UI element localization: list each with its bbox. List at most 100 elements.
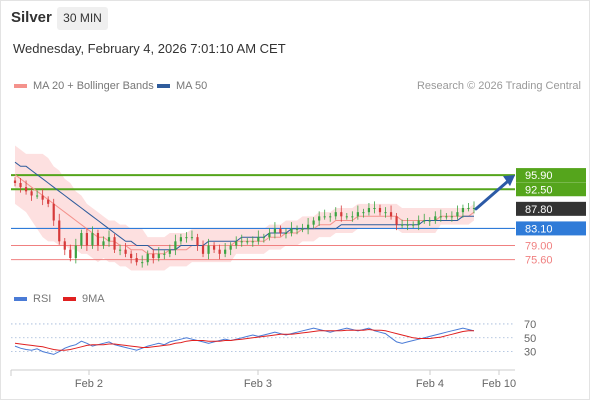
legend-ma50-swatch [157,84,170,88]
candle-body [373,208,376,209]
candle-body [284,233,288,234]
candle-body [312,220,315,225]
legend-rsi: RSI [14,293,51,305]
candle-body [235,241,238,246]
candle-body [378,208,382,213]
candle-body [30,191,33,196]
legend-9ma-swatch [63,297,76,301]
credit-text: Research © 2026 Trading Central [416,80,581,92]
rsi-line [14,327,475,355]
candle-body [146,253,149,263]
candle-body [218,249,221,254]
candle-body [179,237,183,242]
candle-body [268,233,271,238]
level-label-95-90: 95.90 [525,170,553,182]
projection-arrow-shaft [474,179,510,211]
candle-body [207,245,210,254]
candle-body [389,212,393,217]
candle-body [262,237,265,239]
candle-body [401,224,404,226]
candle-body [174,241,177,250]
candle-body [450,216,453,218]
chart-datetime: Wednesday, February 4, 2026 7:01:10 AM C… [13,41,286,56]
candle-body [356,212,359,217]
candle-body [135,258,138,263]
legend-9ma: 9MA [63,293,105,305]
level-label-75-60: 75.60 [525,255,553,267]
candle-body [168,249,171,254]
candle-body [306,224,310,229]
candle-body [229,245,232,250]
candle-body [58,220,61,242]
candle-body [19,183,22,188]
candle-body [24,187,28,192]
candle-body [295,228,299,230]
level-label-bg-87-80 [516,201,586,216]
x-tick-label: Feb 2 [75,378,103,390]
candle-body [69,249,72,258]
candle-body [91,233,94,246]
legend-ma20: MA 20 + Bollinger Bands [14,80,154,92]
candle-body [13,180,17,183]
candle-body [395,216,398,225]
candle-body [52,203,55,221]
level-label-bg-83-10 [516,221,586,236]
level-label-79-00: 79.00 [525,241,553,253]
candle-body [362,212,365,214]
legend-9ma-label: 9MA [82,293,105,305]
rsi-tick-70: 70 [524,319,536,331]
rsi-9ma-line [14,328,474,351]
level-label-bg-92-50 [516,182,586,197]
candle-body [63,241,66,250]
candle-body [251,241,254,243]
candle-body [47,199,50,204]
x-tick-label: Feb 4 [416,378,444,390]
candle-body [434,216,437,221]
candle-body [141,262,144,264]
bollinger-band [15,145,474,271]
x-tick-label: Feb 10 [482,378,516,390]
instrument-title: Silver [11,9,52,26]
candle-body [279,228,282,233]
candle-body [80,233,83,246]
candle-body [190,237,194,239]
candle-body [301,228,304,230]
candle-body [185,237,188,239]
candle-body [107,237,111,242]
candle-body [445,216,448,218]
candle-body [384,212,387,214]
candle-body [96,233,100,246]
candle-body [240,241,243,243]
legend-rsi-label: RSI [33,293,52,305]
candle-body [163,253,166,255]
ma50-line [14,161,474,251]
candle-body [41,195,44,200]
level-label-92-50: 92.50 [525,184,553,196]
candle-body [439,216,442,218]
legend-ma50-label: MA 50 [176,80,208,92]
candle-body [412,224,415,226]
candle-body [406,224,409,226]
candle-body [318,216,321,221]
candle-body [152,253,155,258]
candle-body [157,253,160,258]
candle-body [345,216,348,218]
candle-body [351,216,354,218]
candle-body [74,245,77,258]
candle-body [201,245,205,254]
candle-body [118,249,122,251]
candle-body [461,208,465,213]
candle-body [246,241,249,243]
legend-ma20-label: MA 20 + Bollinger Bands [33,80,154,92]
candle-body [417,220,420,225]
candle-body [329,216,332,218]
candle-body [323,216,326,218]
candle-body [334,212,337,217]
timeframe-button[interactable]: 30 MIN [57,7,108,30]
candle-body [196,237,199,246]
candle-body [113,237,116,250]
candle-body [340,212,343,217]
candle-body [367,208,371,213]
x-tick-label: Feb 3 [244,378,272,390]
